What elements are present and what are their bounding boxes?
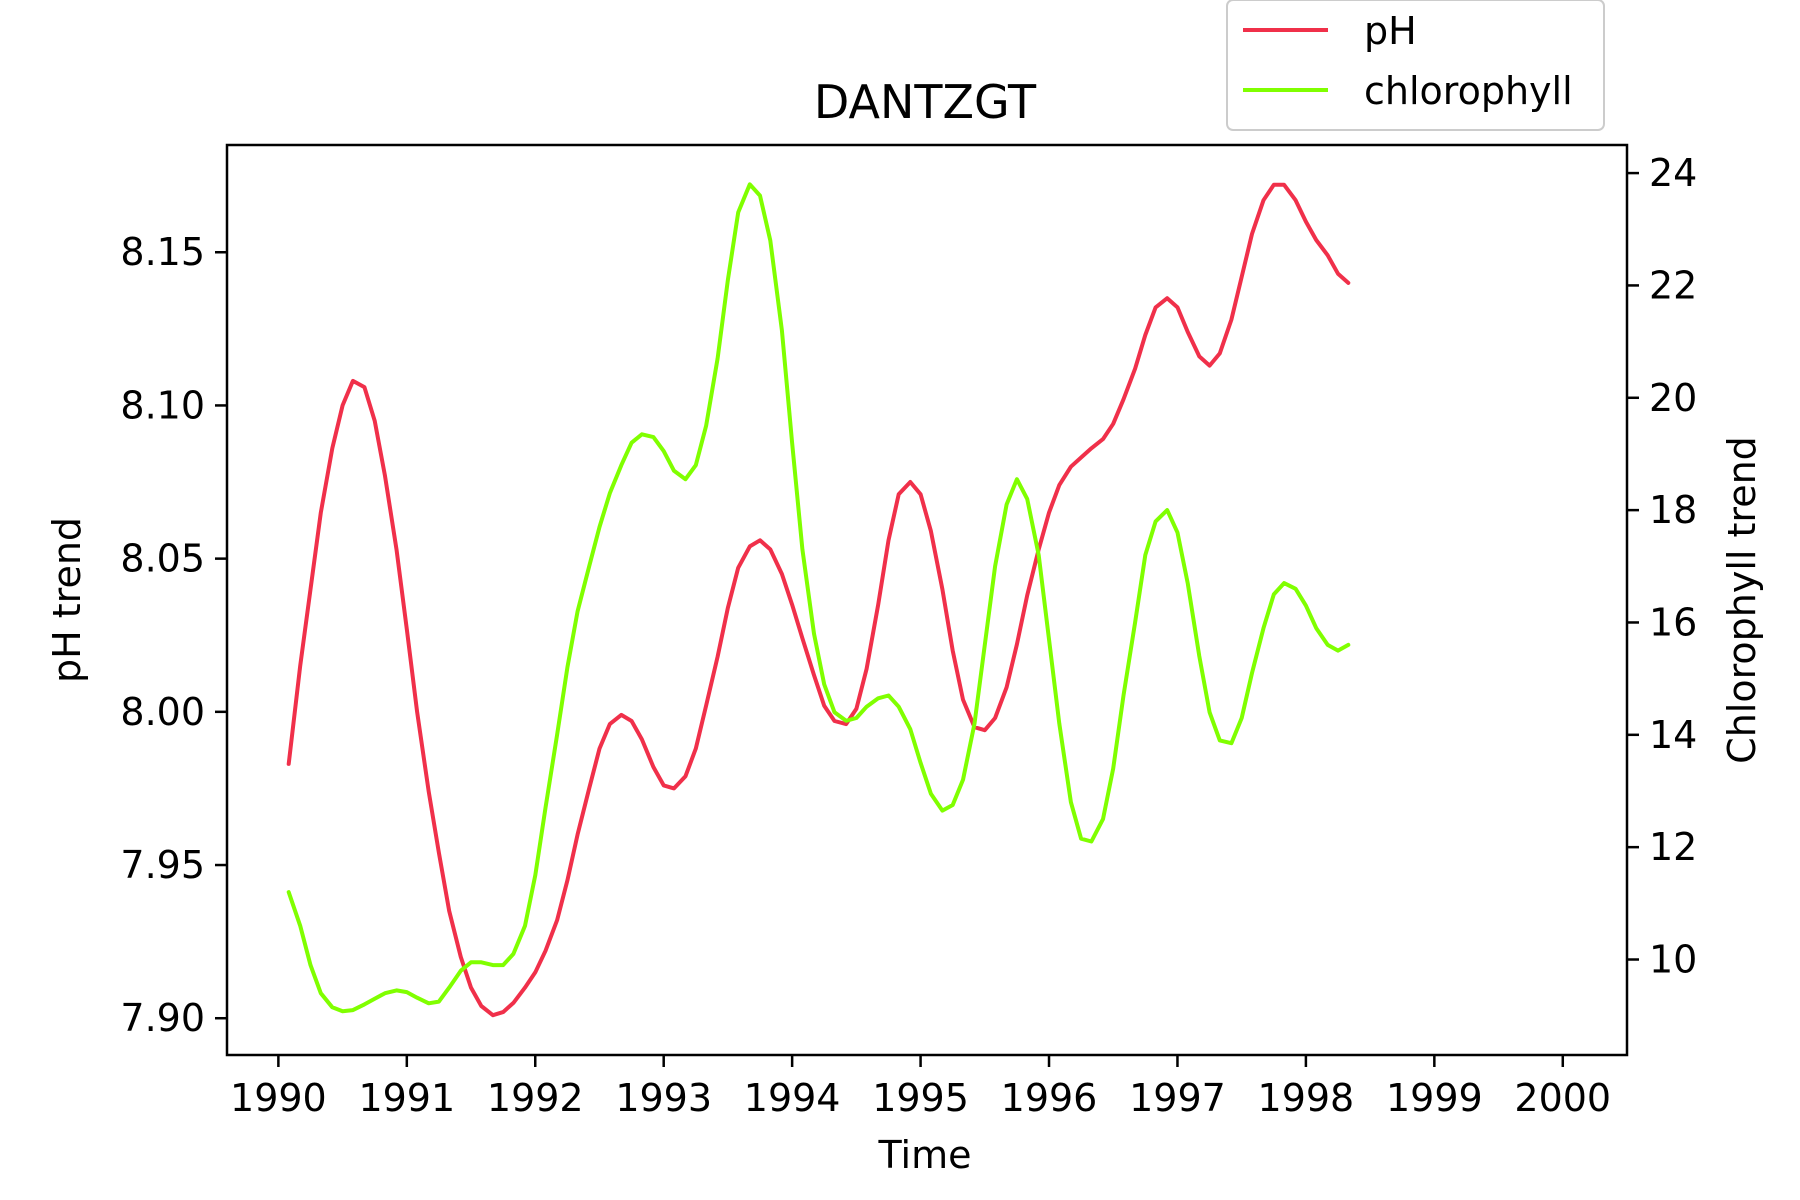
plot-area <box>225 143 1629 1057</box>
y-axis-left: 7.90 7.95 8.00 8.05 8.10 8.15 <box>120 230 227 1040</box>
x-tick-label: 1995 <box>872 1076 969 1120</box>
y-right-tick-label: 20 <box>1649 376 1697 420</box>
series-line-ph <box>286 182 1351 1018</box>
y-right-tick-label: 22 <box>1649 263 1697 307</box>
y-right-tick-label: 10 <box>1649 938 1697 982</box>
x-tick-label: 1990 <box>230 1076 327 1120</box>
x-tick-label: 1992 <box>487 1076 584 1120</box>
legend-label-chlorophyll: chlorophyll <box>1364 69 1573 113</box>
y-left-tick-label: 7.95 <box>120 843 205 887</box>
x-tick-label: 2000 <box>1514 1076 1611 1120</box>
y-axis-right-label: Chlorophyll trend <box>1720 436 1764 764</box>
y-right-tick-label: 16 <box>1649 600 1697 644</box>
x-axis-label: Time <box>878 1133 972 1177</box>
x-tick-label: 1997 <box>1129 1076 1226 1120</box>
x-tick-label: 1993 <box>615 1076 712 1120</box>
series-line-chlorophyll <box>286 182 1351 1014</box>
y-right-tick-label: 14 <box>1649 713 1697 757</box>
y-right-tick-label: 12 <box>1649 825 1697 869</box>
legend-label-ph: pH <box>1364 9 1417 53</box>
x-tick-label: 1998 <box>1258 1076 1355 1120</box>
y-left-tick-label: 7.90 <box>120 996 205 1040</box>
plot-frame <box>225 143 1629 1057</box>
series-layer <box>286 182 1351 1018</box>
legend-box <box>1226 0 1605 131</box>
y-left-tick-label: 8.10 <box>120 383 205 427</box>
y-right-tick-label: 18 <box>1649 488 1697 532</box>
x-tick-label: 1994 <box>744 1076 841 1120</box>
y-left-tick-label: 8.05 <box>120 537 205 581</box>
legend: pH chlorophyll <box>1226 0 1605 131</box>
x-tick-label: 1996 <box>1001 1076 1098 1120</box>
y-left-tick-label: 8.00 <box>120 690 205 734</box>
y-right-tick-label: 24 <box>1649 151 1697 195</box>
x-axis: 1990 1991 1992 1993 1994 1995 1996 1997 1998 1999… <box>230 1055 1611 1120</box>
x-tick-label: 1991 <box>358 1076 455 1120</box>
y-axis-right: 10 12 14 16 18 20 22 24 <box>1627 151 1697 982</box>
y-left-tick-label: 8.15 <box>120 230 205 274</box>
y-axis-left-label: pH trend <box>45 517 89 683</box>
chart-title: DANTZGT <box>814 75 1037 129</box>
x-tick-label: 1999 <box>1386 1076 1483 1120</box>
